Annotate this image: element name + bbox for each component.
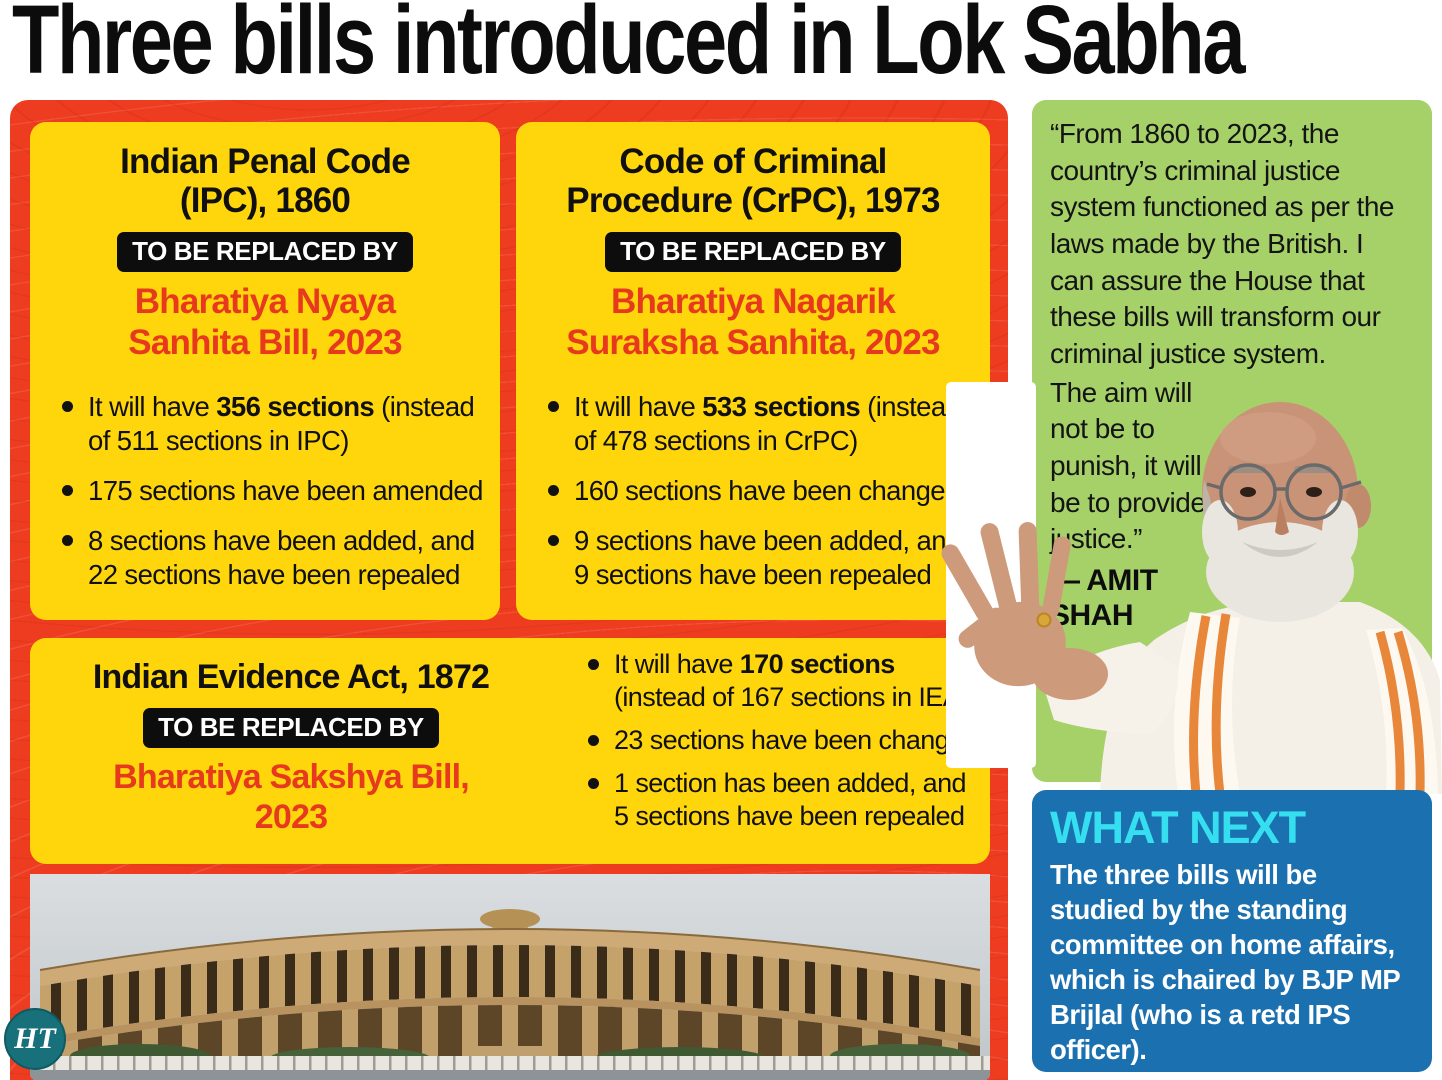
bullet-list: It will have 170 sections (instead of 16…: [558, 648, 982, 843]
card-crpc: Code of Criminal Procedure (CrPC), 1973 …: [516, 122, 990, 620]
new-bill-name: Bharatiya Sakshya Bill, 2023: [113, 758, 470, 836]
quote-text-narrow: The aim will not be to punish, it will b…: [1050, 376, 1206, 555]
bullet-item: It will have 533 sections (instead of 47…: [546, 390, 974, 458]
bullet-item: It will have 356 sections (instead of 51…: [60, 390, 484, 458]
bullet-list: It will have 356 sections (instead of 51…: [30, 390, 500, 592]
what-next-heading: WHAT NEXT: [1050, 802, 1306, 853]
what-next-body: The three bills will be studied by the s…: [1050, 859, 1400, 1065]
page-title: Three bills introduced in Lok Sabha: [12, 0, 1245, 94]
replaced-by-badge: TO BE REPLACED BY: [143, 708, 439, 749]
parliament-illustration: [30, 874, 990, 1080]
bullet-item: 23 sections have been changed: [586, 724, 982, 757]
bullet-item: It will have 170 sections (instead of 16…: [586, 648, 982, 714]
ht-logo-text: HT: [14, 1022, 56, 1055]
quote-text: “From 1860 to 2023, the country’s crimin…: [1050, 118, 1394, 370]
amit-shah-illustration: [941, 382, 1442, 794]
card-ipc: Indian Penal Code (IPC), 1860 TO BE REPL…: [30, 122, 500, 620]
card-title: Indian Penal Code (IPC), 1860: [120, 142, 411, 221]
red-background-panel: Indian Penal Code (IPC), 1860 TO BE REPL…: [10, 100, 1008, 1080]
new-bill-name: Bharatiya Nagarik Suraksha Sanhita, 2023: [566, 282, 940, 362]
replaced-by-badge: TO BE REPLACED BY: [117, 232, 413, 273]
bullet-item: 8 sections have been added, and 22 secti…: [60, 524, 484, 592]
card-title: Indian Evidence Act, 1872: [92, 658, 490, 696]
bullet-list: It will have 533 sections (instead of 47…: [516, 390, 990, 592]
ht-logo: HT: [4, 1008, 66, 1070]
replaced-by-badge: TO BE REPLACED BY: [605, 232, 901, 273]
new-bill-name: Bharatiya Nyaya Sanhita Bill, 2023: [128, 282, 402, 362]
quote-block: “From 1860 to 2023, the country’s crimin…: [1050, 116, 1414, 633]
card-evidence-act: Indian Evidence Act, 1872 TO BE REPLACED…: [30, 638, 990, 864]
card-title: Code of Criminal Procedure (CrPC), 1973: [566, 142, 940, 221]
bullet-item: 175 sections have been amended: [60, 474, 484, 508]
card-title-block: Indian Evidence Act, 1872 TO BE REPLACED…: [38, 658, 544, 837]
amit-shah-photo: [928, 380, 1442, 794]
what-next-panel: WHAT NEXT The three bills will be studie…: [1032, 790, 1432, 1072]
bullet-item: 9 sections have been added, and 9 sectio…: [546, 524, 974, 592]
bullet-item: 1 section has been added, and 5 sections…: [586, 767, 982, 833]
parliament-photo: [30, 874, 990, 1080]
quote-attribution: — AMIT SHAH: [1050, 564, 1158, 632]
bullet-item: 160 sections have been changed: [546, 474, 974, 508]
